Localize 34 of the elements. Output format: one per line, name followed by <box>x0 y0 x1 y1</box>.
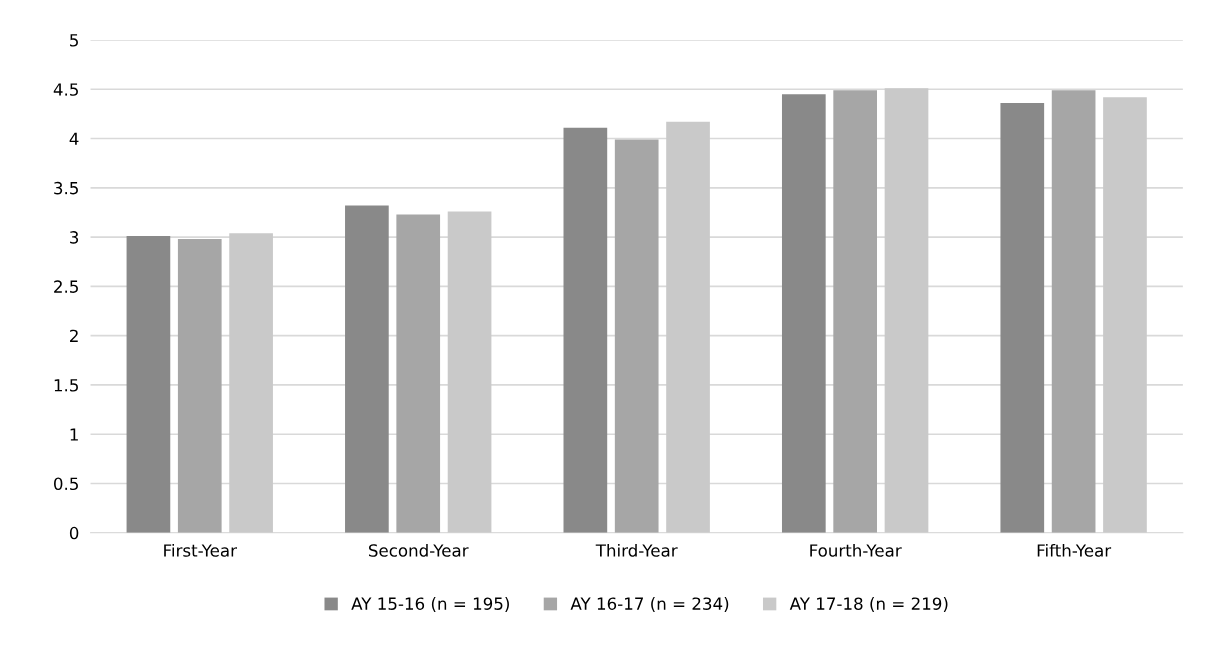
bar <box>229 233 273 533</box>
bar <box>126 236 171 533</box>
y-tick-label: 4.5 <box>53 83 78 96</box>
bar <box>396 214 441 533</box>
y-tick-label: 3.5 <box>54 181 78 195</box>
bar <box>1000 103 1045 533</box>
bar <box>666 121 710 533</box>
bar <box>614 139 659 533</box>
bar <box>884 88 929 533</box>
bar <box>781 94 826 533</box>
x-tick-label: First-Year <box>164 543 237 557</box>
bar <box>563 127 608 533</box>
legend-label: AY 17-18 (n = 219) <box>789 597 948 612</box>
y-tick-label: 1 <box>70 428 78 441</box>
x-tick-label: Fifth-Year <box>1037 543 1112 557</box>
bar <box>345 205 389 533</box>
y-tick-label: 4 <box>69 132 79 145</box>
y-tick-label: 0.5 <box>54 477 78 491</box>
y-tick-label: 1.5 <box>54 379 78 392</box>
bar <box>1051 90 1096 533</box>
legend-label: AY 16-17 (n = 234) <box>570 597 729 612</box>
y-tick-label: 0 <box>69 526 79 540</box>
x-tick-label: Third-Year <box>595 543 678 557</box>
bar <box>447 211 492 533</box>
y-tick-label: 2 <box>70 329 78 342</box>
y-tick-label: 5 <box>70 34 78 47</box>
legend-label: AY 15-16 (n = 195) <box>351 597 509 612</box>
bar <box>177 239 222 533</box>
x-tick-label: Second-Year <box>368 543 469 557</box>
x-tick-label: Fourth-Year <box>810 543 902 557</box>
y-tick-label: 3 <box>70 231 79 244</box>
y-tick-label: 2.5 <box>54 280 78 293</box>
bar <box>1103 97 1147 533</box>
bar <box>833 90 878 533</box>
